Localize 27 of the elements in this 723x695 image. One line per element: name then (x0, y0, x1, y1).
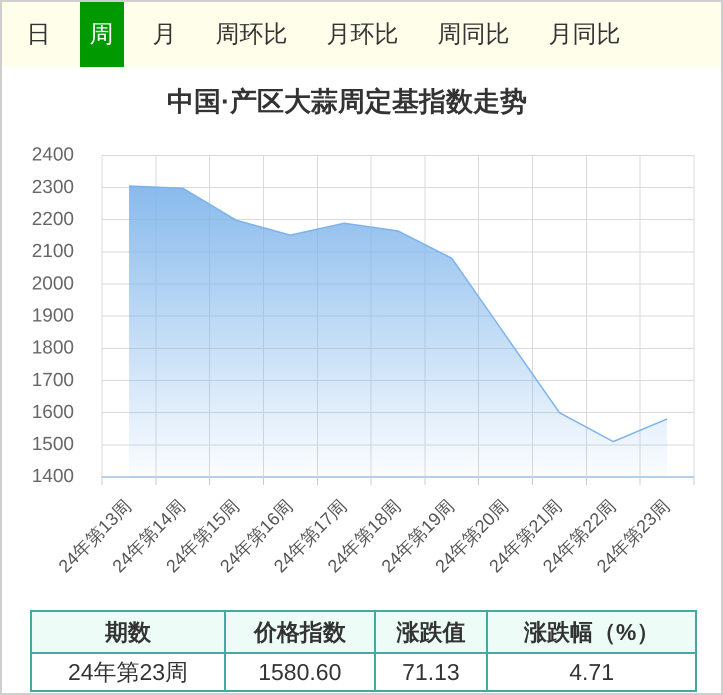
text: 价格指数 (225, 611, 375, 653)
text: 日 (26, 20, 52, 50)
chart-title: 中国·产区大蒜周定基指数走势 (167, 86, 527, 117)
y-tick-label: 1800 (32, 338, 74, 359)
text: 1580.60 (225, 653, 375, 691)
y-tick-label: 1500 (32, 434, 74, 456)
y-tick-label: 1600 (32, 402, 74, 423)
y-tick-label: 1400 (32, 466, 74, 488)
text: 周环比 (214, 20, 288, 50)
text: 24年第23周 (31, 653, 226, 691)
y-tick-label: 2200 (32, 208, 74, 230)
y-tick-label: 2000 (32, 273, 74, 294)
text: 期数 (31, 611, 226, 653)
text: 月环比 (326, 20, 400, 50)
text: 涨跌值 (374, 611, 488, 653)
text: 周 (80, 2, 124, 67)
text: 涨跌幅（%） (487, 611, 696, 653)
text: 月同比 (548, 20, 622, 50)
text: 月 (152, 20, 178, 50)
y-tick-label: 1700 (32, 370, 74, 391)
text: 71.13 (374, 653, 488, 691)
y-tick-label: 2100 (32, 241, 74, 262)
text: 周同比 (436, 20, 510, 50)
y-tick-label: 1900 (32, 305, 74, 326)
text: 4.71 (487, 653, 696, 691)
y-tick-label: 2300 (32, 176, 74, 198)
y-tick-label: 2400 (32, 144, 74, 166)
